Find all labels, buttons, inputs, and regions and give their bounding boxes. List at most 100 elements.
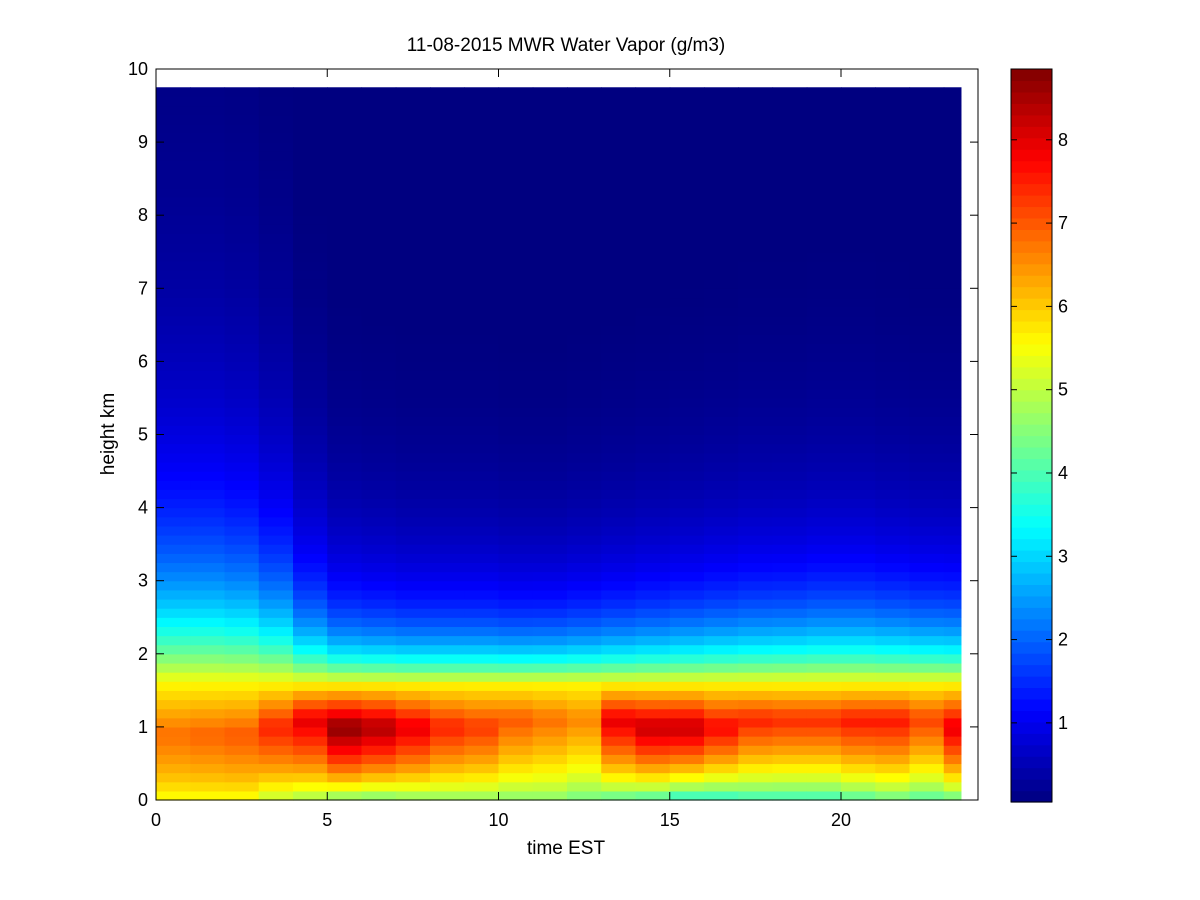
heatmap-cell [464, 416, 500, 426]
heatmap-cell [601, 270, 637, 280]
heatmap-cell [190, 571, 226, 582]
heatmap-cell [430, 507, 465, 518]
heatmap-cell [772, 790, 808, 801]
heatmap-cell [395, 178, 431, 189]
heatmap-cell [224, 608, 260, 618]
heatmap-cell [601, 151, 637, 161]
heatmap-cell [327, 306, 363, 317]
colorbar-step [1011, 240, 1052, 253]
heatmap-cell [704, 416, 739, 426]
heatmap-cell [943, 434, 962, 445]
heatmap-cell [327, 498, 363, 509]
heatmap-cell [258, 206, 294, 216]
heatmap-cell [875, 480, 911, 490]
heatmap-cell [669, 251, 705, 262]
heatmap-cell [806, 662, 842, 673]
heatmap-cell [293, 279, 328, 289]
heatmap-cell [258, 598, 294, 609]
heatmap-cell [704, 187, 739, 198]
heatmap-cell [841, 160, 876, 171]
heatmap-cell [704, 571, 739, 582]
heatmap-cell [875, 425, 911, 436]
heatmap-cell [738, 525, 774, 536]
heatmap-cell [361, 242, 397, 253]
heatmap-cell [395, 206, 431, 216]
heatmap-cell [567, 507, 602, 518]
heatmap-cell [669, 471, 705, 481]
heatmap-cell [875, 754, 911, 765]
heatmap-cell [601, 187, 637, 198]
heatmap-cell [258, 553, 294, 564]
heatmap-cell [361, 425, 397, 436]
heatmap-cell [567, 471, 602, 481]
heatmap-cell [293, 754, 328, 765]
heatmap-cell [532, 726, 568, 737]
heatmap-cell [464, 681, 500, 691]
heatmap-cell [327, 279, 363, 289]
heatmap-cell [293, 370, 328, 381]
heatmap-cell [738, 553, 774, 564]
heatmap-cell [224, 416, 260, 426]
heatmap-cell [909, 87, 945, 98]
heatmap-cell [601, 333, 637, 344]
heatmap-cell [875, 672, 911, 682]
heatmap-cell [738, 215, 774, 225]
heatmap-cell [190, 279, 226, 289]
colorbar-step [1011, 676, 1052, 689]
colorbar-step [1011, 217, 1052, 230]
heatmap-cell [841, 416, 876, 426]
heatmap-cell [635, 635, 671, 646]
heatmap-cell [738, 324, 774, 335]
heatmap-cell [395, 516, 431, 527]
heatmap-cell [909, 233, 945, 244]
heatmap-cell [464, 251, 500, 262]
heatmap-cell [772, 598, 808, 609]
heatmap-cell [806, 251, 842, 262]
heatmap-cell [430, 123, 465, 134]
heatmap-cell [943, 114, 962, 125]
heatmap-cell [567, 626, 602, 637]
heatmap-cell [704, 397, 739, 408]
heatmap-cell [190, 407, 226, 417]
heatmap-cell [224, 754, 260, 765]
heatmap-cell [430, 270, 465, 280]
heatmap-cell [669, 370, 705, 381]
heatmap-cell [464, 662, 500, 673]
heatmap-cell [327, 233, 363, 244]
heatmap-cell [567, 589, 602, 600]
colorbar-step [1011, 515, 1052, 528]
heatmap-cell [772, 745, 808, 755]
heatmap-cell [841, 306, 876, 317]
heatmap-cell [909, 544, 945, 554]
heatmap-cell [841, 498, 876, 509]
heatmap-cell [224, 525, 260, 536]
heatmap-cell [190, 708, 226, 719]
heatmap-cell [156, 763, 191, 774]
heatmap-cell [669, 315, 705, 326]
heatmap-cell [806, 672, 842, 682]
heatmap-cell [909, 315, 945, 326]
heatmap-cell [293, 260, 328, 271]
heatmap-cell [772, 297, 808, 308]
heatmap-cell [875, 471, 911, 481]
heatmap-cell [875, 516, 911, 527]
heatmap-cell [190, 425, 226, 436]
heatmap-cell [806, 169, 842, 180]
heatmap-cell [875, 690, 911, 701]
heatmap-cell [704, 690, 739, 701]
heatmap-cell [601, 690, 637, 701]
heatmap-cell [635, 772, 671, 783]
heatmap-cell [327, 333, 363, 344]
heatmap-cell [635, 754, 671, 765]
heatmap-cell [430, 114, 465, 125]
heatmap-cell [567, 708, 602, 719]
heatmap-cell [190, 763, 226, 774]
heatmap-cell [430, 452, 465, 463]
heatmap-cell [430, 333, 465, 344]
heatmap-cell [567, 562, 602, 573]
heatmap-cell [532, 279, 568, 289]
heatmap-cell [498, 416, 534, 426]
heatmap-cell [909, 151, 945, 161]
heatmap-cell [258, 370, 294, 381]
